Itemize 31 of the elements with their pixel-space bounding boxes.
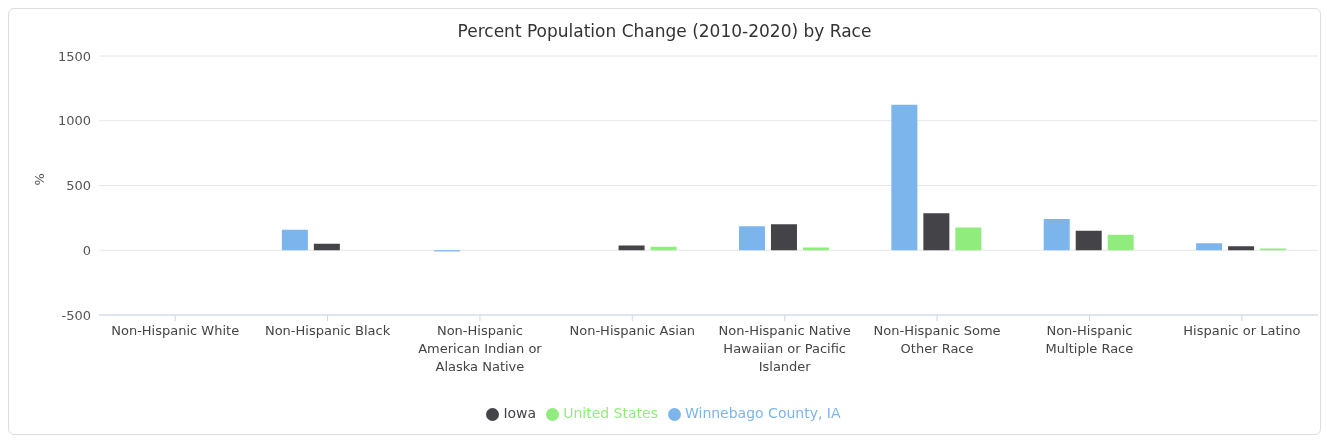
x-tick-label: Non-Hispanic Some Other Race [873,323,1001,356]
x-tick-label: Hispanic or Latino [1183,323,1301,338]
legend-label: Iowa [503,405,537,421]
x-tick-label: Non-Hispanic White [111,323,240,338]
bar [738,226,765,251]
legend-label: Winnebago County, IA [684,405,841,421]
bar [618,245,645,251]
bar [923,213,950,251]
y-tick-label: -500 [61,307,91,323]
bar [1075,230,1102,251]
bar [891,104,918,251]
chart-title: Percent Population Change (2010-2020) by Race [456,21,873,41]
y-tick-label: 1500 [57,48,91,64]
bar [281,229,308,251]
x-tick-label: Non-Hispanic Asian [569,323,696,338]
y-tick-label: 500 [66,178,91,194]
y-axis-title: % [31,173,47,186]
legend-label: United States [563,405,658,421]
bar [1228,246,1255,251]
x-tick-label: Non-Hispanic American Indian or Alaska Native [418,323,543,374]
x-tick-label: Non-Hispanic Multiple Race [1045,323,1134,356]
bar [1196,243,1223,251]
bar [313,243,340,251]
bar [955,227,982,251]
x-tick-label: Non-Hispanic Native Hawaiian or Pacific Islander [718,323,851,374]
y-tick-label: 0 [82,242,91,258]
x-tick-label: Non-Hispanic Black [264,323,391,338]
y-tick-label: 1000 [57,113,91,129]
bar [1107,234,1134,251]
bar [1043,219,1070,251]
bar [770,224,797,251]
